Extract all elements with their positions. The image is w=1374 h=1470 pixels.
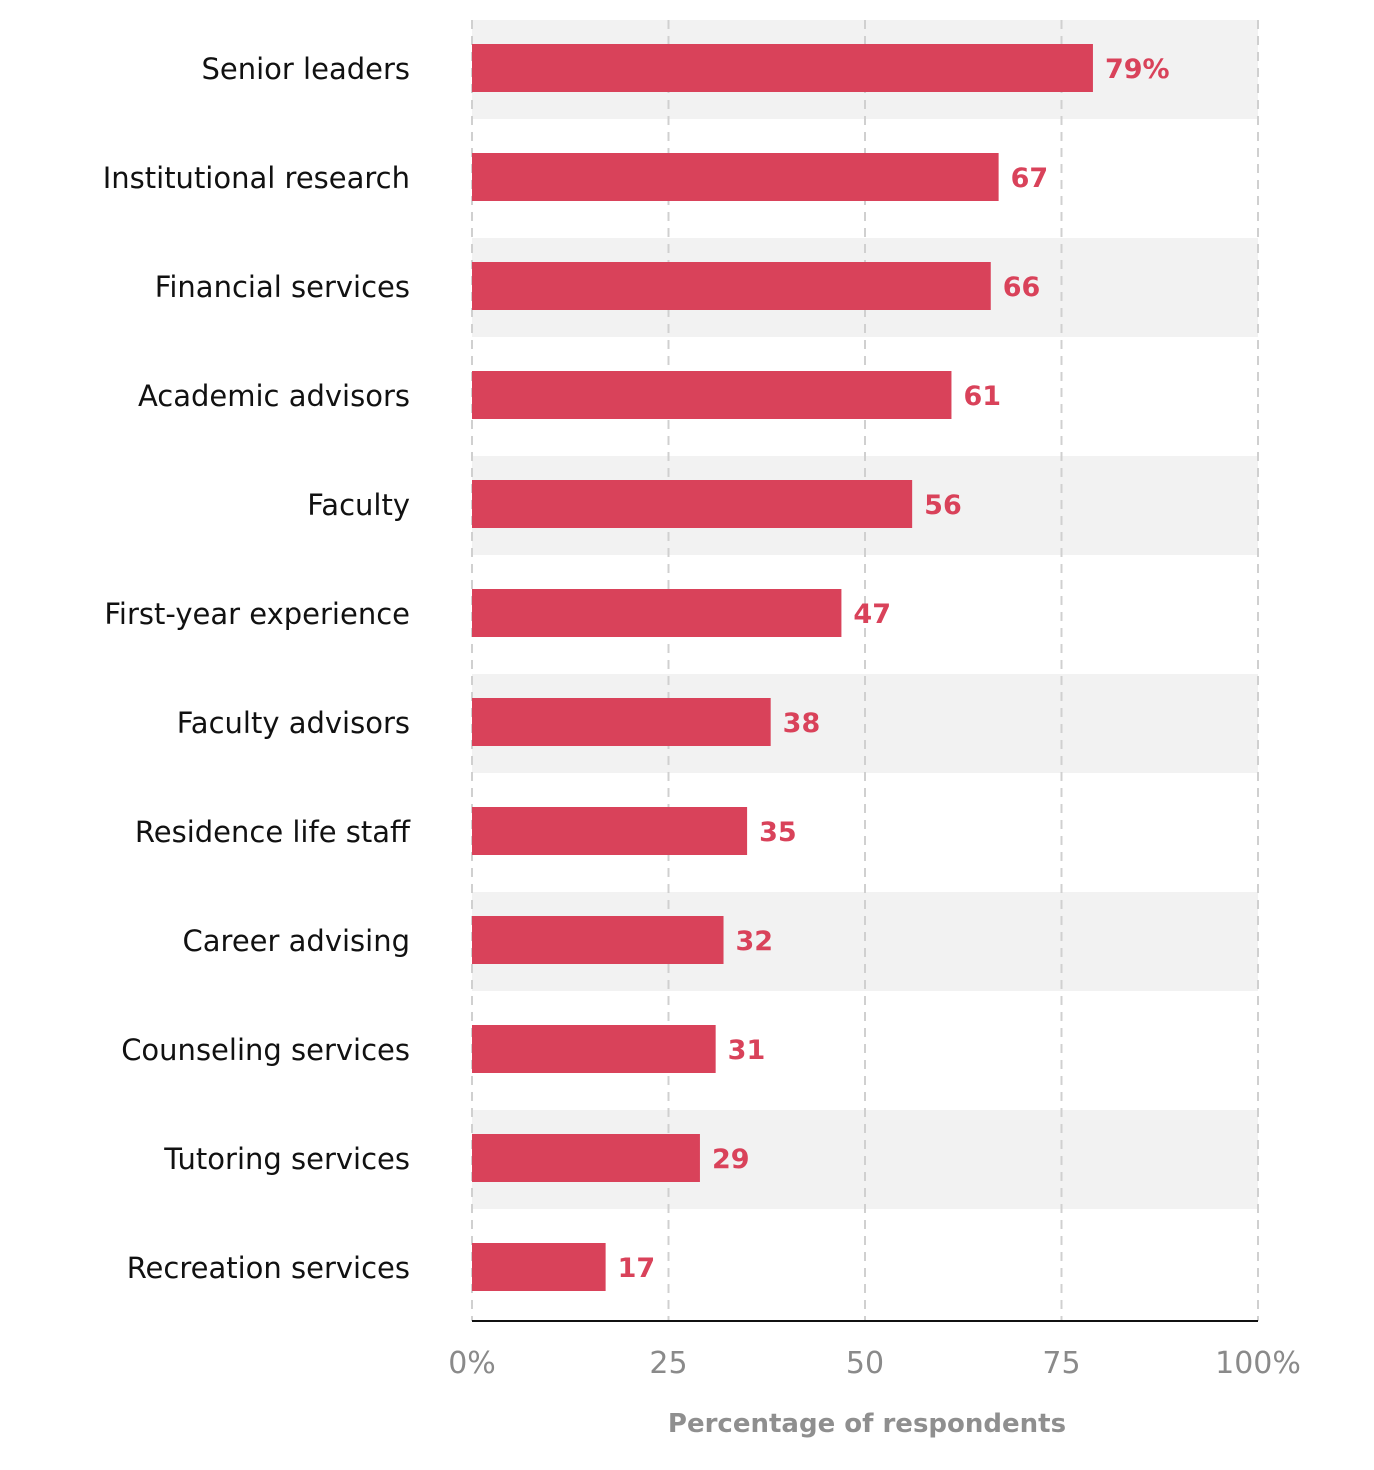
value-label: 29 <box>712 1144 750 1175</box>
category-label: Counseling services <box>121 1033 410 1067</box>
category-label: Faculty advisors <box>177 706 410 740</box>
value-label: 31 <box>728 1035 766 1066</box>
x-tick-label: 0% <box>448 1346 496 1381</box>
bar <box>472 153 999 201</box>
bar <box>472 916 724 964</box>
bar <box>472 480 913 528</box>
value-label: 56 <box>924 490 962 521</box>
gridlines <box>471 20 1259 1321</box>
category-label: First-year experience <box>104 597 410 631</box>
x-tick-label: 100% <box>1215 1346 1301 1381</box>
value-label: 38 <box>783 708 821 739</box>
bar <box>472 698 771 746</box>
bar <box>472 807 748 855</box>
category-label: Tutoring services <box>163 1142 410 1176</box>
value-label: 17 <box>618 1253 656 1284</box>
x-tick-label: 25 <box>649 1346 687 1381</box>
x-axis-title: Percentage of respondents <box>668 1409 1066 1439</box>
value-label: 79% <box>1105 54 1170 85</box>
value-label: 66 <box>1003 272 1041 303</box>
x-tick-label: 75 <box>1042 1346 1080 1381</box>
value-labels: 79% 67 66 61 56 47 38 35 32 31 29 17 <box>618 54 1170 1284</box>
value-label: 61 <box>963 381 1001 412</box>
category-labels: Senior leaders Institutional research Fina… <box>103 52 411 1285</box>
value-label: 32 <box>736 926 774 957</box>
category-label: Institutional research <box>103 161 410 195</box>
bar <box>472 44 1093 92</box>
category-label: Senior leaders <box>201 52 410 86</box>
x-tick-labels: 0% 25 50 75 100% <box>448 1346 1301 1381</box>
bar <box>472 262 991 310</box>
category-label: Academic advisors <box>138 379 410 413</box>
bar <box>472 371 952 419</box>
value-label: 67 <box>1011 163 1049 194</box>
bars <box>472 44 1093 1291</box>
category-label: Recreation services <box>127 1251 410 1285</box>
category-label: Faculty <box>307 488 410 522</box>
category-label: Financial services <box>155 270 410 304</box>
value-label: 35 <box>759 817 797 848</box>
value-label: 47 <box>853 599 891 630</box>
x-tick-label: 50 <box>846 1346 884 1381</box>
bar <box>472 589 842 637</box>
bar <box>472 1243 606 1291</box>
category-label: Career advising <box>183 924 410 958</box>
bar <box>472 1134 700 1182</box>
category-label: Residence life staff <box>135 815 411 849</box>
bar <box>472 1025 716 1073</box>
